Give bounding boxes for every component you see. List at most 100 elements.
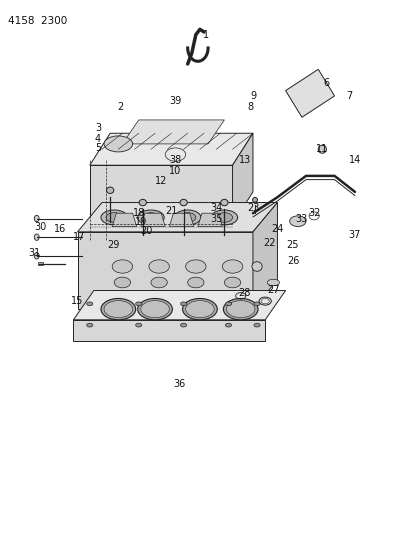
Text: 2: 2 bbox=[117, 102, 124, 111]
Text: 37: 37 bbox=[349, 230, 361, 239]
Ellipse shape bbox=[106, 213, 122, 222]
Text: 7: 7 bbox=[346, 91, 352, 101]
Ellipse shape bbox=[104, 301, 133, 318]
Ellipse shape bbox=[224, 298, 258, 320]
Ellipse shape bbox=[180, 199, 187, 206]
Ellipse shape bbox=[135, 323, 142, 327]
Ellipse shape bbox=[267, 279, 279, 286]
Ellipse shape bbox=[175, 210, 201, 225]
Ellipse shape bbox=[137, 298, 172, 320]
Text: 13: 13 bbox=[239, 155, 251, 165]
Text: 28: 28 bbox=[239, 288, 251, 298]
Text: 18: 18 bbox=[133, 208, 145, 218]
Text: 15: 15 bbox=[71, 296, 84, 306]
Ellipse shape bbox=[139, 199, 146, 206]
Text: 22: 22 bbox=[263, 238, 275, 247]
Text: 1: 1 bbox=[203, 30, 209, 39]
Ellipse shape bbox=[225, 323, 232, 327]
Polygon shape bbox=[253, 203, 277, 309]
Ellipse shape bbox=[180, 323, 186, 327]
Text: 24: 24 bbox=[271, 224, 284, 234]
Text: 9: 9 bbox=[251, 91, 257, 101]
Polygon shape bbox=[233, 133, 253, 224]
Ellipse shape bbox=[180, 302, 186, 306]
Text: 4: 4 bbox=[95, 134, 101, 143]
Ellipse shape bbox=[182, 298, 217, 320]
Text: 3: 3 bbox=[95, 123, 101, 133]
Ellipse shape bbox=[318, 145, 326, 154]
Polygon shape bbox=[73, 290, 286, 320]
Ellipse shape bbox=[180, 213, 196, 222]
Polygon shape bbox=[78, 232, 253, 309]
Ellipse shape bbox=[225, 302, 232, 306]
Text: 32: 32 bbox=[308, 208, 320, 218]
Ellipse shape bbox=[114, 277, 131, 288]
Ellipse shape bbox=[34, 215, 39, 222]
Ellipse shape bbox=[188, 277, 204, 288]
Ellipse shape bbox=[143, 213, 159, 222]
Text: 20: 20 bbox=[141, 226, 153, 236]
Ellipse shape bbox=[211, 210, 237, 225]
Text: 6: 6 bbox=[323, 78, 330, 87]
Polygon shape bbox=[90, 165, 233, 224]
Ellipse shape bbox=[86, 323, 93, 327]
Ellipse shape bbox=[135, 302, 142, 306]
Text: 21: 21 bbox=[165, 206, 177, 215]
Ellipse shape bbox=[226, 301, 255, 318]
Ellipse shape bbox=[216, 213, 233, 222]
Ellipse shape bbox=[252, 262, 262, 271]
Polygon shape bbox=[198, 213, 222, 227]
Text: 36: 36 bbox=[173, 379, 186, 389]
Polygon shape bbox=[112, 213, 137, 227]
Bar bbox=[38, 262, 43, 265]
Text: 30: 30 bbox=[34, 222, 46, 231]
Polygon shape bbox=[141, 213, 165, 227]
Polygon shape bbox=[73, 320, 265, 341]
Text: 14: 14 bbox=[349, 155, 361, 165]
Ellipse shape bbox=[186, 260, 206, 273]
Ellipse shape bbox=[186, 301, 214, 318]
Polygon shape bbox=[122, 120, 224, 144]
Polygon shape bbox=[90, 133, 253, 165]
Text: 12: 12 bbox=[155, 176, 167, 186]
Text: 8: 8 bbox=[248, 102, 254, 111]
Ellipse shape bbox=[104, 136, 133, 152]
Polygon shape bbox=[286, 69, 335, 117]
Ellipse shape bbox=[151, 277, 167, 288]
Ellipse shape bbox=[254, 323, 260, 327]
Ellipse shape bbox=[222, 260, 243, 273]
Text: 39: 39 bbox=[169, 96, 182, 106]
Ellipse shape bbox=[221, 199, 228, 206]
Text: 38: 38 bbox=[169, 155, 182, 165]
Text: 27: 27 bbox=[267, 286, 279, 295]
Ellipse shape bbox=[254, 302, 260, 306]
Text: 16: 16 bbox=[54, 224, 67, 234]
Ellipse shape bbox=[106, 187, 114, 193]
Text: 23: 23 bbox=[247, 203, 259, 213]
Text: 10: 10 bbox=[169, 166, 182, 175]
Ellipse shape bbox=[34, 234, 39, 240]
Text: 26: 26 bbox=[287, 256, 299, 266]
Text: 19: 19 bbox=[135, 217, 147, 227]
Ellipse shape bbox=[290, 216, 306, 227]
Ellipse shape bbox=[138, 210, 164, 225]
Text: 29: 29 bbox=[107, 240, 120, 250]
Text: 25: 25 bbox=[287, 240, 299, 250]
Text: 17: 17 bbox=[73, 232, 86, 242]
Ellipse shape bbox=[112, 260, 133, 273]
Ellipse shape bbox=[253, 197, 257, 203]
Polygon shape bbox=[78, 203, 277, 232]
Text: 33: 33 bbox=[296, 214, 308, 223]
Ellipse shape bbox=[141, 301, 169, 318]
Text: 5: 5 bbox=[95, 143, 101, 153]
Ellipse shape bbox=[34, 253, 39, 259]
Ellipse shape bbox=[86, 302, 93, 306]
Text: 11: 11 bbox=[316, 144, 328, 154]
Ellipse shape bbox=[149, 260, 169, 273]
Text: 31: 31 bbox=[29, 248, 41, 258]
Text: 34: 34 bbox=[210, 203, 222, 213]
Ellipse shape bbox=[101, 298, 135, 320]
Polygon shape bbox=[169, 213, 194, 227]
Ellipse shape bbox=[224, 277, 241, 288]
Text: 4158  2300: 4158 2300 bbox=[8, 16, 67, 26]
